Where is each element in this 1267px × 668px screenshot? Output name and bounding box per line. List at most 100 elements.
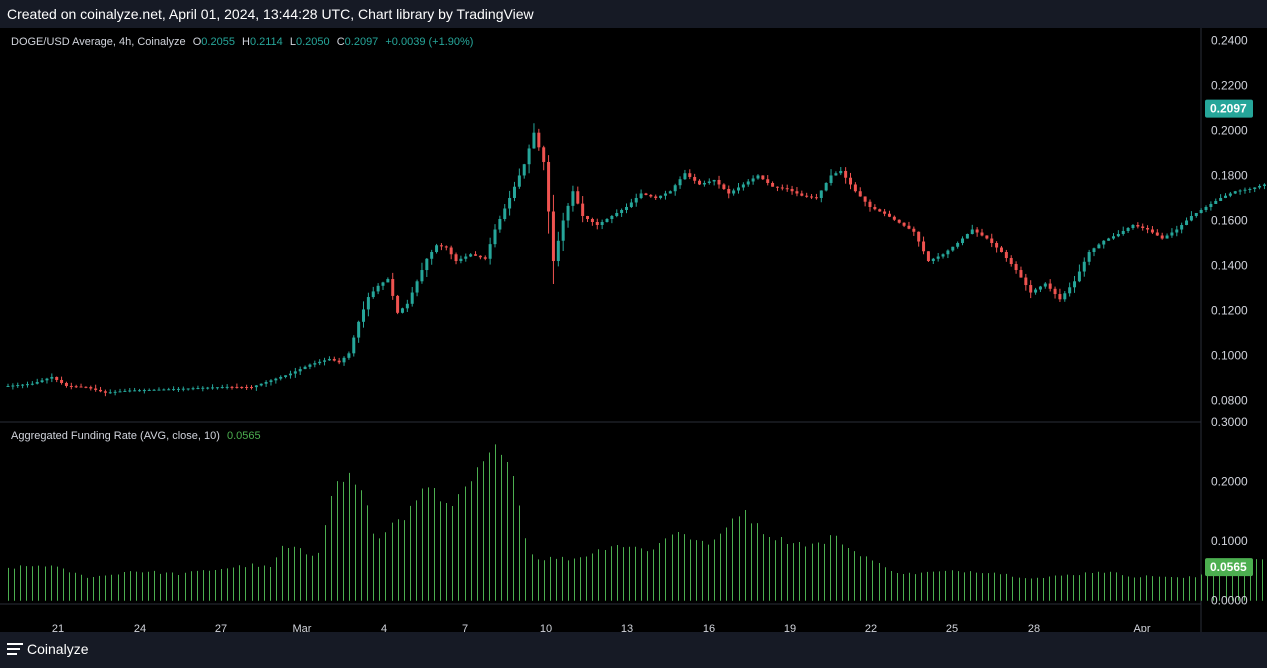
candle xyxy=(308,364,312,367)
legend-symbol: DOGE/USD Average, 4h, Coinalyze xyxy=(11,36,186,48)
candle xyxy=(186,388,190,390)
candle xyxy=(600,221,604,225)
candle xyxy=(157,389,161,391)
candle xyxy=(819,190,823,198)
candle xyxy=(1048,283,1052,289)
candle xyxy=(1219,197,1223,201)
candle xyxy=(84,386,88,388)
candle xyxy=(1014,264,1018,271)
funding-tick-label: 0.3000 xyxy=(1211,415,1248,429)
candle xyxy=(478,255,482,258)
candle xyxy=(1092,248,1096,253)
price-tick-label: 0.1200 xyxy=(1211,304,1248,318)
price-tick-label: 0.1600 xyxy=(1211,213,1248,227)
time-tick-label: 10 xyxy=(540,623,552,632)
candle xyxy=(1058,294,1062,300)
candle xyxy=(128,390,132,392)
candle xyxy=(805,195,809,197)
candle xyxy=(1073,281,1077,288)
candle xyxy=(902,222,906,226)
candle xyxy=(605,218,609,222)
candle xyxy=(318,361,322,364)
candle xyxy=(89,387,93,389)
candle xyxy=(702,182,706,185)
candle xyxy=(571,191,575,206)
candle xyxy=(30,383,34,385)
candle xyxy=(366,297,370,310)
candle xyxy=(142,390,146,392)
candle xyxy=(654,196,658,198)
candle xyxy=(780,187,784,189)
coinalyze-logo[interactable]: Coinalyze xyxy=(7,641,88,657)
candle xyxy=(756,175,760,179)
candle xyxy=(337,360,341,363)
candle xyxy=(1136,225,1140,227)
candle xyxy=(201,387,205,389)
candle xyxy=(118,391,122,393)
candle xyxy=(454,254,458,262)
chart-area[interactable]: 0.2400 0.2200 0.2000 0.1800 0.1600 0.1400 0.12… xyxy=(0,28,1267,632)
candle xyxy=(45,378,49,381)
candle xyxy=(985,235,989,239)
candle xyxy=(761,175,765,180)
price-tick-label: 0.1400 xyxy=(1211,259,1248,273)
candle xyxy=(400,308,404,313)
candle xyxy=(1228,193,1232,196)
candle xyxy=(970,229,974,235)
candle xyxy=(814,197,818,199)
candle xyxy=(863,196,867,202)
candle xyxy=(1004,252,1008,259)
candle xyxy=(240,386,244,388)
candle xyxy=(250,387,253,389)
candle xyxy=(668,191,672,194)
price-tick-label: 0.1000 xyxy=(1211,349,1248,363)
candle xyxy=(474,254,478,256)
legend-high-label: H xyxy=(242,36,250,48)
time-tick-label: 19 xyxy=(784,623,796,632)
candle xyxy=(410,292,414,304)
legend-close-label: C xyxy=(336,36,345,48)
candle xyxy=(766,179,770,183)
candle xyxy=(298,369,302,372)
legend-low-label: L xyxy=(289,36,296,48)
candle xyxy=(951,246,955,251)
candle xyxy=(1150,229,1154,233)
candle xyxy=(551,211,555,262)
candle xyxy=(357,321,361,338)
candle xyxy=(936,256,940,259)
candle xyxy=(1029,285,1033,293)
time-tick-label: 13 xyxy=(621,623,633,632)
candle xyxy=(771,182,775,187)
funding-tick-label: 0.1000 xyxy=(1211,534,1248,548)
candle xyxy=(483,257,487,259)
candle xyxy=(688,173,692,177)
candle xyxy=(1116,234,1120,237)
candle xyxy=(717,179,721,185)
last-funding-label: 0.0565 xyxy=(1210,560,1247,574)
chart-canvas[interactable]: 0.2400 0.2200 0.2000 0.1800 0.1600 0.1400 0.12… xyxy=(0,28,1267,632)
time-tick-label: Mar xyxy=(293,623,312,632)
time-tick-label: Apr xyxy=(1133,623,1150,632)
candle xyxy=(999,247,1003,253)
candle xyxy=(532,132,536,149)
candle xyxy=(634,197,638,203)
candle xyxy=(883,211,887,214)
candle xyxy=(834,173,838,176)
candle xyxy=(1102,240,1106,245)
funding-tick-label: 0.0000 xyxy=(1211,594,1248,608)
candle xyxy=(878,209,882,212)
candle xyxy=(176,388,180,390)
candle xyxy=(907,225,911,229)
candle xyxy=(245,387,249,389)
header-text: Created on coinalyze.net, April 01, 2024… xyxy=(7,6,534,22)
candle xyxy=(1024,277,1028,286)
candle xyxy=(663,193,667,196)
candle xyxy=(1214,200,1218,204)
candle xyxy=(323,360,327,362)
candle xyxy=(858,191,862,197)
candle xyxy=(50,376,54,379)
candle xyxy=(94,388,98,390)
candle xyxy=(790,188,794,192)
candle xyxy=(922,241,926,252)
candle xyxy=(435,245,439,253)
